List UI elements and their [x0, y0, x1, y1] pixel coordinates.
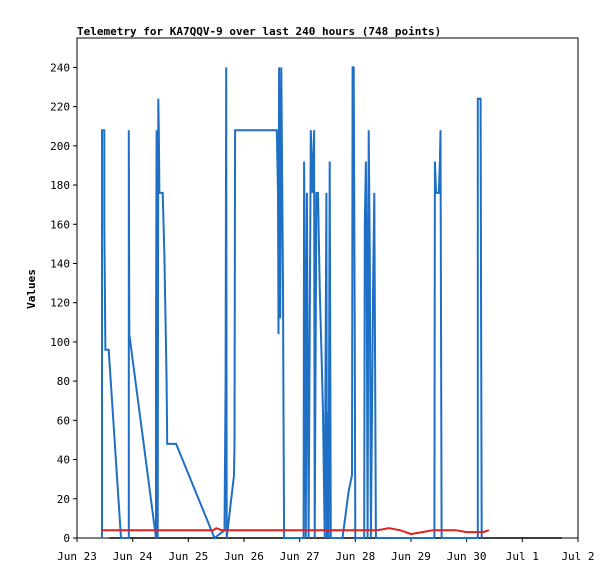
chart-title: Telemetry for KA7QQV-9 over last 240 hou…	[77, 25, 441, 38]
x-tick-label: Jun 25	[168, 550, 208, 563]
y-axis-label: Values	[25, 269, 38, 309]
y-tick-label: 140	[50, 257, 70, 270]
x-tick-label: Jun 29	[391, 550, 431, 563]
y-tick-label: 160	[50, 218, 70, 231]
x-tick-label: Jun 23	[57, 550, 97, 563]
y-tick-label: 240	[50, 61, 70, 74]
y-tick-label: 120	[50, 297, 70, 310]
x-tick-label: Jul 1	[506, 550, 539, 563]
y-axis: 0 20 40 60 80 100 120 140 160 180 200 220 240	[50, 61, 77, 545]
y-tick-label: 200	[50, 140, 70, 153]
y-tick-label: 40	[57, 454, 70, 467]
series-line-blue	[101, 66, 483, 540]
series-lines	[101, 66, 490, 540]
y-tick-label: 80	[57, 375, 70, 388]
y-tick-label: 220	[50, 101, 70, 114]
x-tick-label: Jun 24	[113, 550, 153, 563]
x-tick-label: Jun 27	[280, 550, 320, 563]
x-tick-label: Jun 30	[447, 550, 487, 563]
series-line-red	[102, 527, 490, 536]
y-tick-label: 100	[50, 336, 70, 349]
y-tick-label: 180	[50, 179, 70, 192]
y-tick-label: 60	[57, 414, 70, 427]
x-tick-label: Jul 2	[561, 550, 594, 563]
y-tick-label: 20	[57, 493, 70, 506]
x-tick-label: Jun 28	[335, 550, 375, 563]
x-tick-label: Jun 26	[224, 550, 264, 563]
y-tick-label: 0	[63, 532, 70, 545]
